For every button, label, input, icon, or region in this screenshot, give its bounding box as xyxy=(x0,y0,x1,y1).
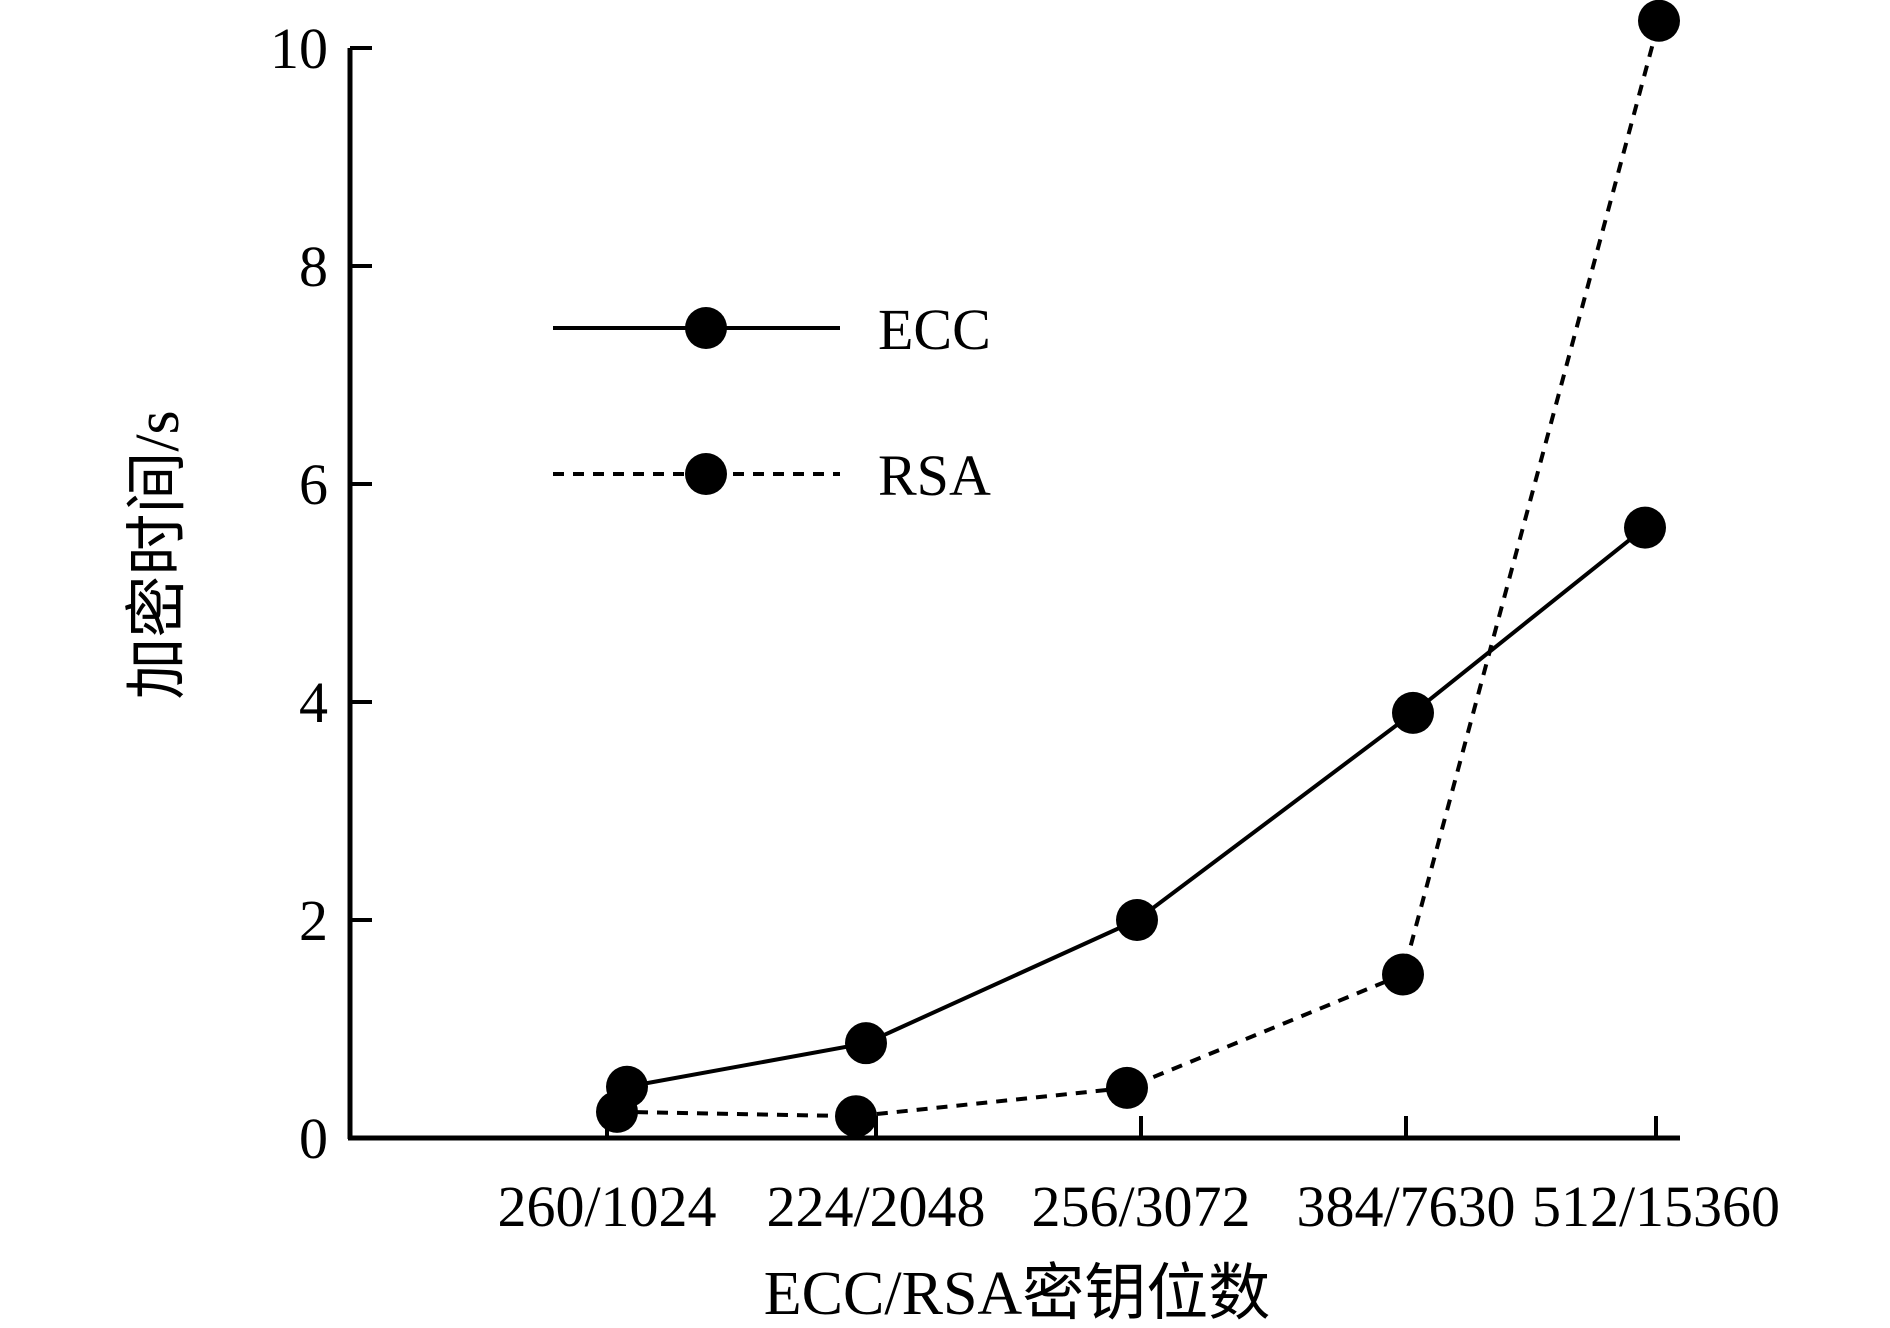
legend: ECC RSA xyxy=(553,297,991,508)
y-tick-label: 0 xyxy=(299,1106,328,1171)
series-layer xyxy=(596,0,1680,1138)
point-ecc-2 xyxy=(1116,899,1158,941)
y-tick-label: 10 xyxy=(270,16,328,81)
legend-label-rsa: RSA xyxy=(878,443,991,508)
legend-marker-ecc xyxy=(685,307,727,349)
point-rsa-4 xyxy=(1638,0,1680,42)
y-tick-label: 8 xyxy=(299,234,328,299)
series-line-rsa xyxy=(616,20,1661,1119)
x-tick-label: 260/1024 xyxy=(497,1174,716,1239)
y-tick-label: 6 xyxy=(299,452,328,517)
x-tick-label: 512/15360 xyxy=(1532,1174,1780,1239)
series-ecc xyxy=(606,506,1666,1108)
point-ecc-1 xyxy=(845,1022,887,1065)
x-tick-label: 224/2048 xyxy=(766,1174,985,1239)
legend-label-ecc: ECC xyxy=(878,297,991,362)
point-rsa-3 xyxy=(1382,953,1424,996)
point-rsa-0 xyxy=(596,1090,638,1133)
axes: 0 2 4 6 8 10 260/1024 224/2048 256/3072 384/7630 5… xyxy=(270,16,1780,1239)
x-tick-label: 256/3072 xyxy=(1031,1174,1250,1239)
point-rsa-1 xyxy=(835,1095,877,1138)
x-axis-title: ECC/RSA密钥位数 xyxy=(764,1260,1270,1328)
y-tick-label: 4 xyxy=(299,670,328,735)
legend-marker-rsa xyxy=(685,453,727,495)
series-rsa xyxy=(596,0,1680,1138)
x-tick-label: 384/7630 xyxy=(1296,1174,1515,1239)
point-ecc-4 xyxy=(1624,506,1666,549)
point-ecc-3 xyxy=(1392,691,1434,734)
series-line-ecc xyxy=(626,526,1647,1089)
y-tick-label: 2 xyxy=(299,888,328,953)
point-rsa-2 xyxy=(1106,1066,1148,1109)
y-axis-title: 加密时间/s xyxy=(124,410,192,699)
